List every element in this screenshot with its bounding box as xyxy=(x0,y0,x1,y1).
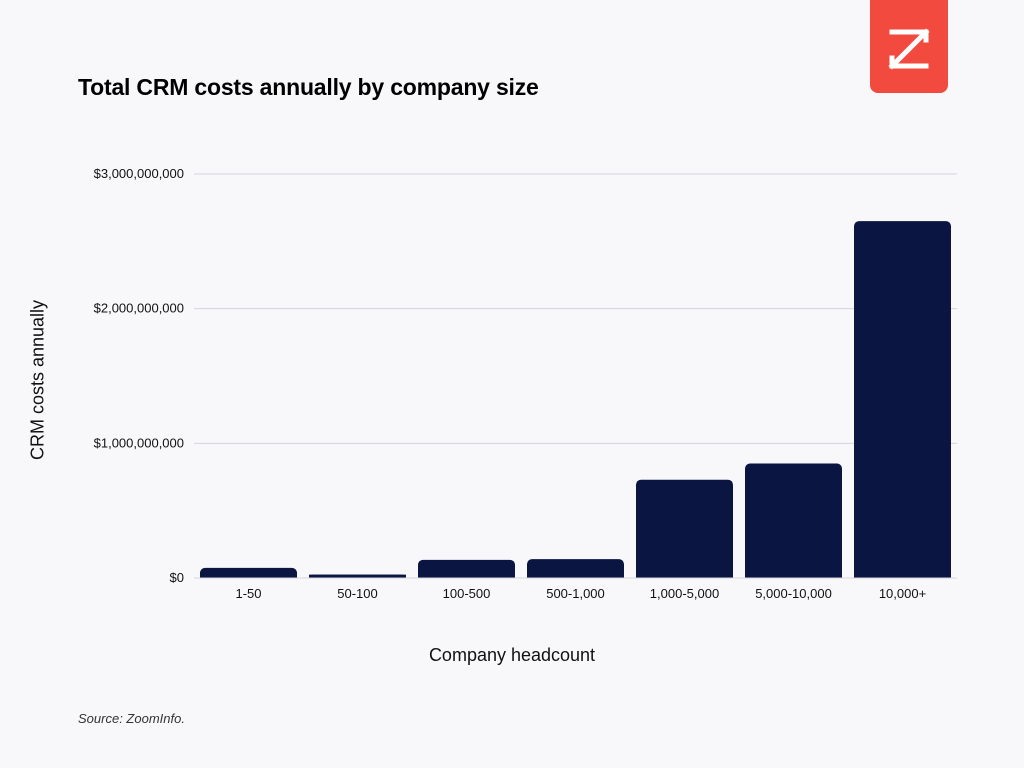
x-tick-label: 1-50 xyxy=(235,586,261,601)
bar-base xyxy=(854,572,951,578)
x-tick-label: 5,000-10,000 xyxy=(755,586,832,601)
x-tick-label: 100-500 xyxy=(443,586,491,601)
bar-base xyxy=(745,572,842,578)
y-tick-label: $2,000,000,000 xyxy=(94,301,184,316)
y-tick-label: $1,000,000,000 xyxy=(94,435,184,450)
bar-base xyxy=(200,572,297,578)
bar-10,000+ xyxy=(854,221,951,578)
source-note: Source: ZoomInfo. xyxy=(78,711,185,726)
bar-base xyxy=(309,574,406,578)
x-tick-label: 50-100 xyxy=(337,586,377,601)
zoominfo-logo-icon xyxy=(870,0,948,93)
chart-title: Total CRM costs annually by company size xyxy=(78,74,539,100)
x-tick-label: 500-1,000 xyxy=(546,586,605,601)
bar-1,000-5,000 xyxy=(636,479,733,578)
bar-base xyxy=(527,572,624,578)
bar-5,000-10,000 xyxy=(745,463,842,578)
bar-base xyxy=(418,572,515,578)
x-axis-label: Company headcount xyxy=(428,645,596,665)
bar-base xyxy=(636,572,733,578)
x-tick-label: 10,000+ xyxy=(879,586,926,601)
y-axis-label: CRM costs annually xyxy=(27,299,48,461)
y-tick-label: $0 xyxy=(170,570,184,585)
y-tick-label: $3,000,000,000 xyxy=(94,166,184,181)
x-tick-label: 1,000-5,000 xyxy=(650,586,719,601)
